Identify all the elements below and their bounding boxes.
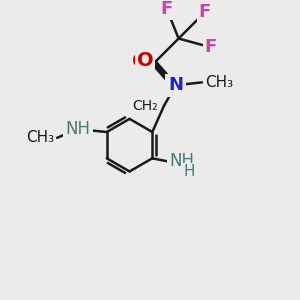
Text: O: O <box>132 52 149 71</box>
Text: NH: NH <box>169 152 194 170</box>
Text: O: O <box>137 51 153 70</box>
Text: H: H <box>183 164 195 179</box>
Text: CH₃: CH₃ <box>205 75 233 90</box>
Text: N: N <box>168 76 183 94</box>
Text: NH: NH <box>65 120 90 138</box>
Text: CH₂: CH₂ <box>133 99 158 113</box>
Text: F: F <box>205 38 217 56</box>
Text: CH₃: CH₃ <box>26 130 54 146</box>
Text: F: F <box>199 3 211 21</box>
Text: F: F <box>161 0 173 18</box>
